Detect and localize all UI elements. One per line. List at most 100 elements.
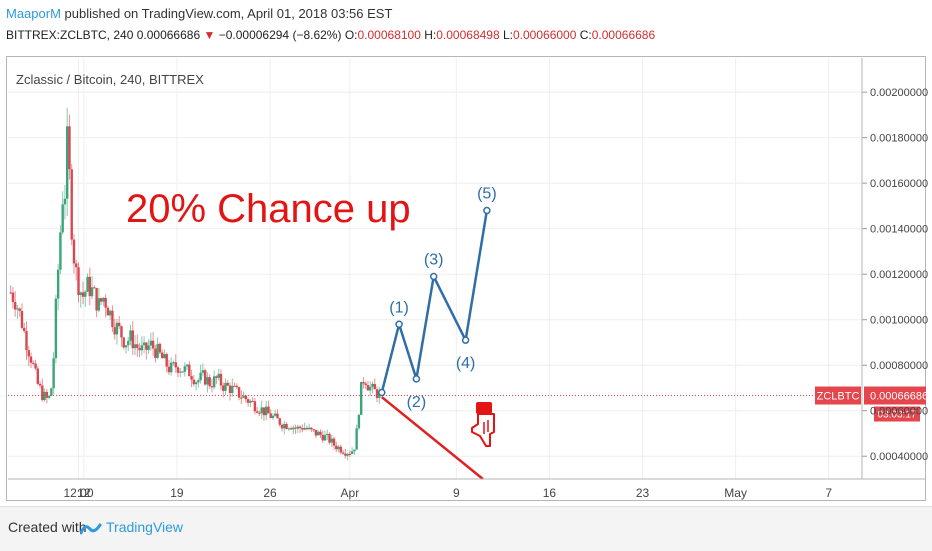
down-arrow-icon: ▼ (203, 28, 216, 42)
candle-body (99, 298, 103, 302)
x-tick-label: 12 (77, 486, 91, 500)
last-price-line: ZCLBTC 0.00066686 03:03:17 (8, 386, 928, 422)
candle-body (235, 385, 238, 388)
candle-body (289, 428, 293, 430)
candle-body (127, 340, 130, 346)
price-change: −0.00006294 (−8.62%) (218, 28, 342, 42)
last-price-badge (864, 386, 926, 405)
candle-body (32, 362, 35, 364)
candle-body (224, 382, 227, 391)
x-tick-label: 7 (825, 486, 832, 500)
candle-body (140, 345, 144, 351)
candle-body (149, 340, 153, 346)
candle-body (142, 342, 146, 346)
created-with-text: Created with (8, 519, 87, 535)
candle-body (70, 169, 73, 240)
candle-body (312, 429, 315, 431)
close-label: C: (579, 28, 592, 42)
candle-body (217, 373, 220, 378)
candle-body (29, 356, 33, 363)
candle-body (348, 453, 352, 455)
candle-body (136, 344, 139, 348)
candle-body (271, 415, 275, 418)
candle-body (179, 371, 182, 373)
candle-body (88, 276, 92, 297)
candle-body (9, 292, 12, 294)
candle-body (38, 383, 42, 386)
candle-body (113, 327, 116, 335)
candle-body (183, 366, 186, 372)
candle-body (174, 362, 177, 368)
candle-body (233, 385, 236, 387)
candle-body (346, 453, 349, 456)
candle-body (278, 418, 281, 425)
candle-body (45, 391, 49, 398)
candle-body (90, 287, 94, 297)
candle-body (118, 322, 121, 327)
candle-body (251, 400, 254, 402)
candle-body (264, 406, 268, 416)
candle-body (287, 428, 291, 430)
candle-body (321, 434, 324, 441)
candle-body (280, 424, 284, 429)
publish-info: MaaporM published on TradingView.com, Ap… (6, 6, 392, 21)
candle-body (129, 330, 132, 341)
candle-body (147, 345, 150, 350)
candle-body (41, 385, 44, 401)
candle-body (373, 383, 376, 390)
wave-label: (3) (424, 251, 444, 268)
x-tick-label: 26 (263, 486, 277, 500)
candle-body (357, 414, 361, 429)
candle-body (75, 263, 78, 268)
candle-body (253, 401, 257, 412)
candle-body (111, 310, 114, 328)
candle-body (231, 385, 234, 394)
chart-grid (8, 58, 862, 479)
candle-body (54, 298, 58, 359)
candle-body (317, 431, 320, 436)
countdown-badge (874, 406, 920, 422)
y-tick-label: 0.00140000 (870, 224, 928, 236)
candle-body (296, 426, 300, 429)
price-chart[interactable]: ZCLBTC 0.00066686 03:03:17 (1) (2) (3) (4) (5)… (0, 0, 932, 506)
open-value: 0.00068100 (357, 28, 421, 42)
candle-body (25, 331, 28, 351)
candle-body (355, 428, 358, 450)
candle-body (163, 354, 166, 359)
low-value: 0.00066000 (513, 28, 577, 42)
candle-body (258, 412, 261, 414)
symbol-badge (815, 386, 861, 405)
candle-body (330, 438, 333, 443)
candle-body (366, 385, 370, 391)
candle-body (63, 198, 67, 205)
candle-body (122, 337, 125, 348)
candle-body (222, 385, 225, 391)
trend-line-layer (381, 396, 484, 480)
candle-body (294, 427, 297, 429)
candle-body (298, 426, 302, 429)
candle-body (86, 276, 89, 292)
candle-body (371, 383, 374, 387)
candle-body (131, 330, 134, 349)
candle-body (269, 413, 272, 418)
y-tick-label: 0.00180000 (870, 133, 928, 145)
y-tick-label: 0.00100000 (870, 315, 928, 327)
candle-body (36, 368, 39, 384)
chance-annotation: 20% Chance up (126, 187, 411, 231)
candle-body (310, 427, 313, 430)
author-link[interactable]: MaaporM (6, 6, 61, 21)
candle-body (267, 406, 270, 414)
candle-body (138, 347, 141, 351)
candle-body (120, 326, 123, 338)
candle-body (34, 363, 37, 369)
wave-label: (5) (477, 185, 497, 202)
candle-body (124, 345, 128, 348)
high-label: H: (424, 28, 437, 42)
wave-point (461, 336, 470, 344)
candle-body (326, 433, 329, 435)
tradingview-brand-link[interactable]: TradingView (106, 519, 184, 535)
downtrend-line (381, 396, 484, 480)
candle-body (16, 308, 19, 310)
last-price-badge-value: 0.00066686 (870, 391, 928, 403)
candle-body (188, 364, 191, 377)
